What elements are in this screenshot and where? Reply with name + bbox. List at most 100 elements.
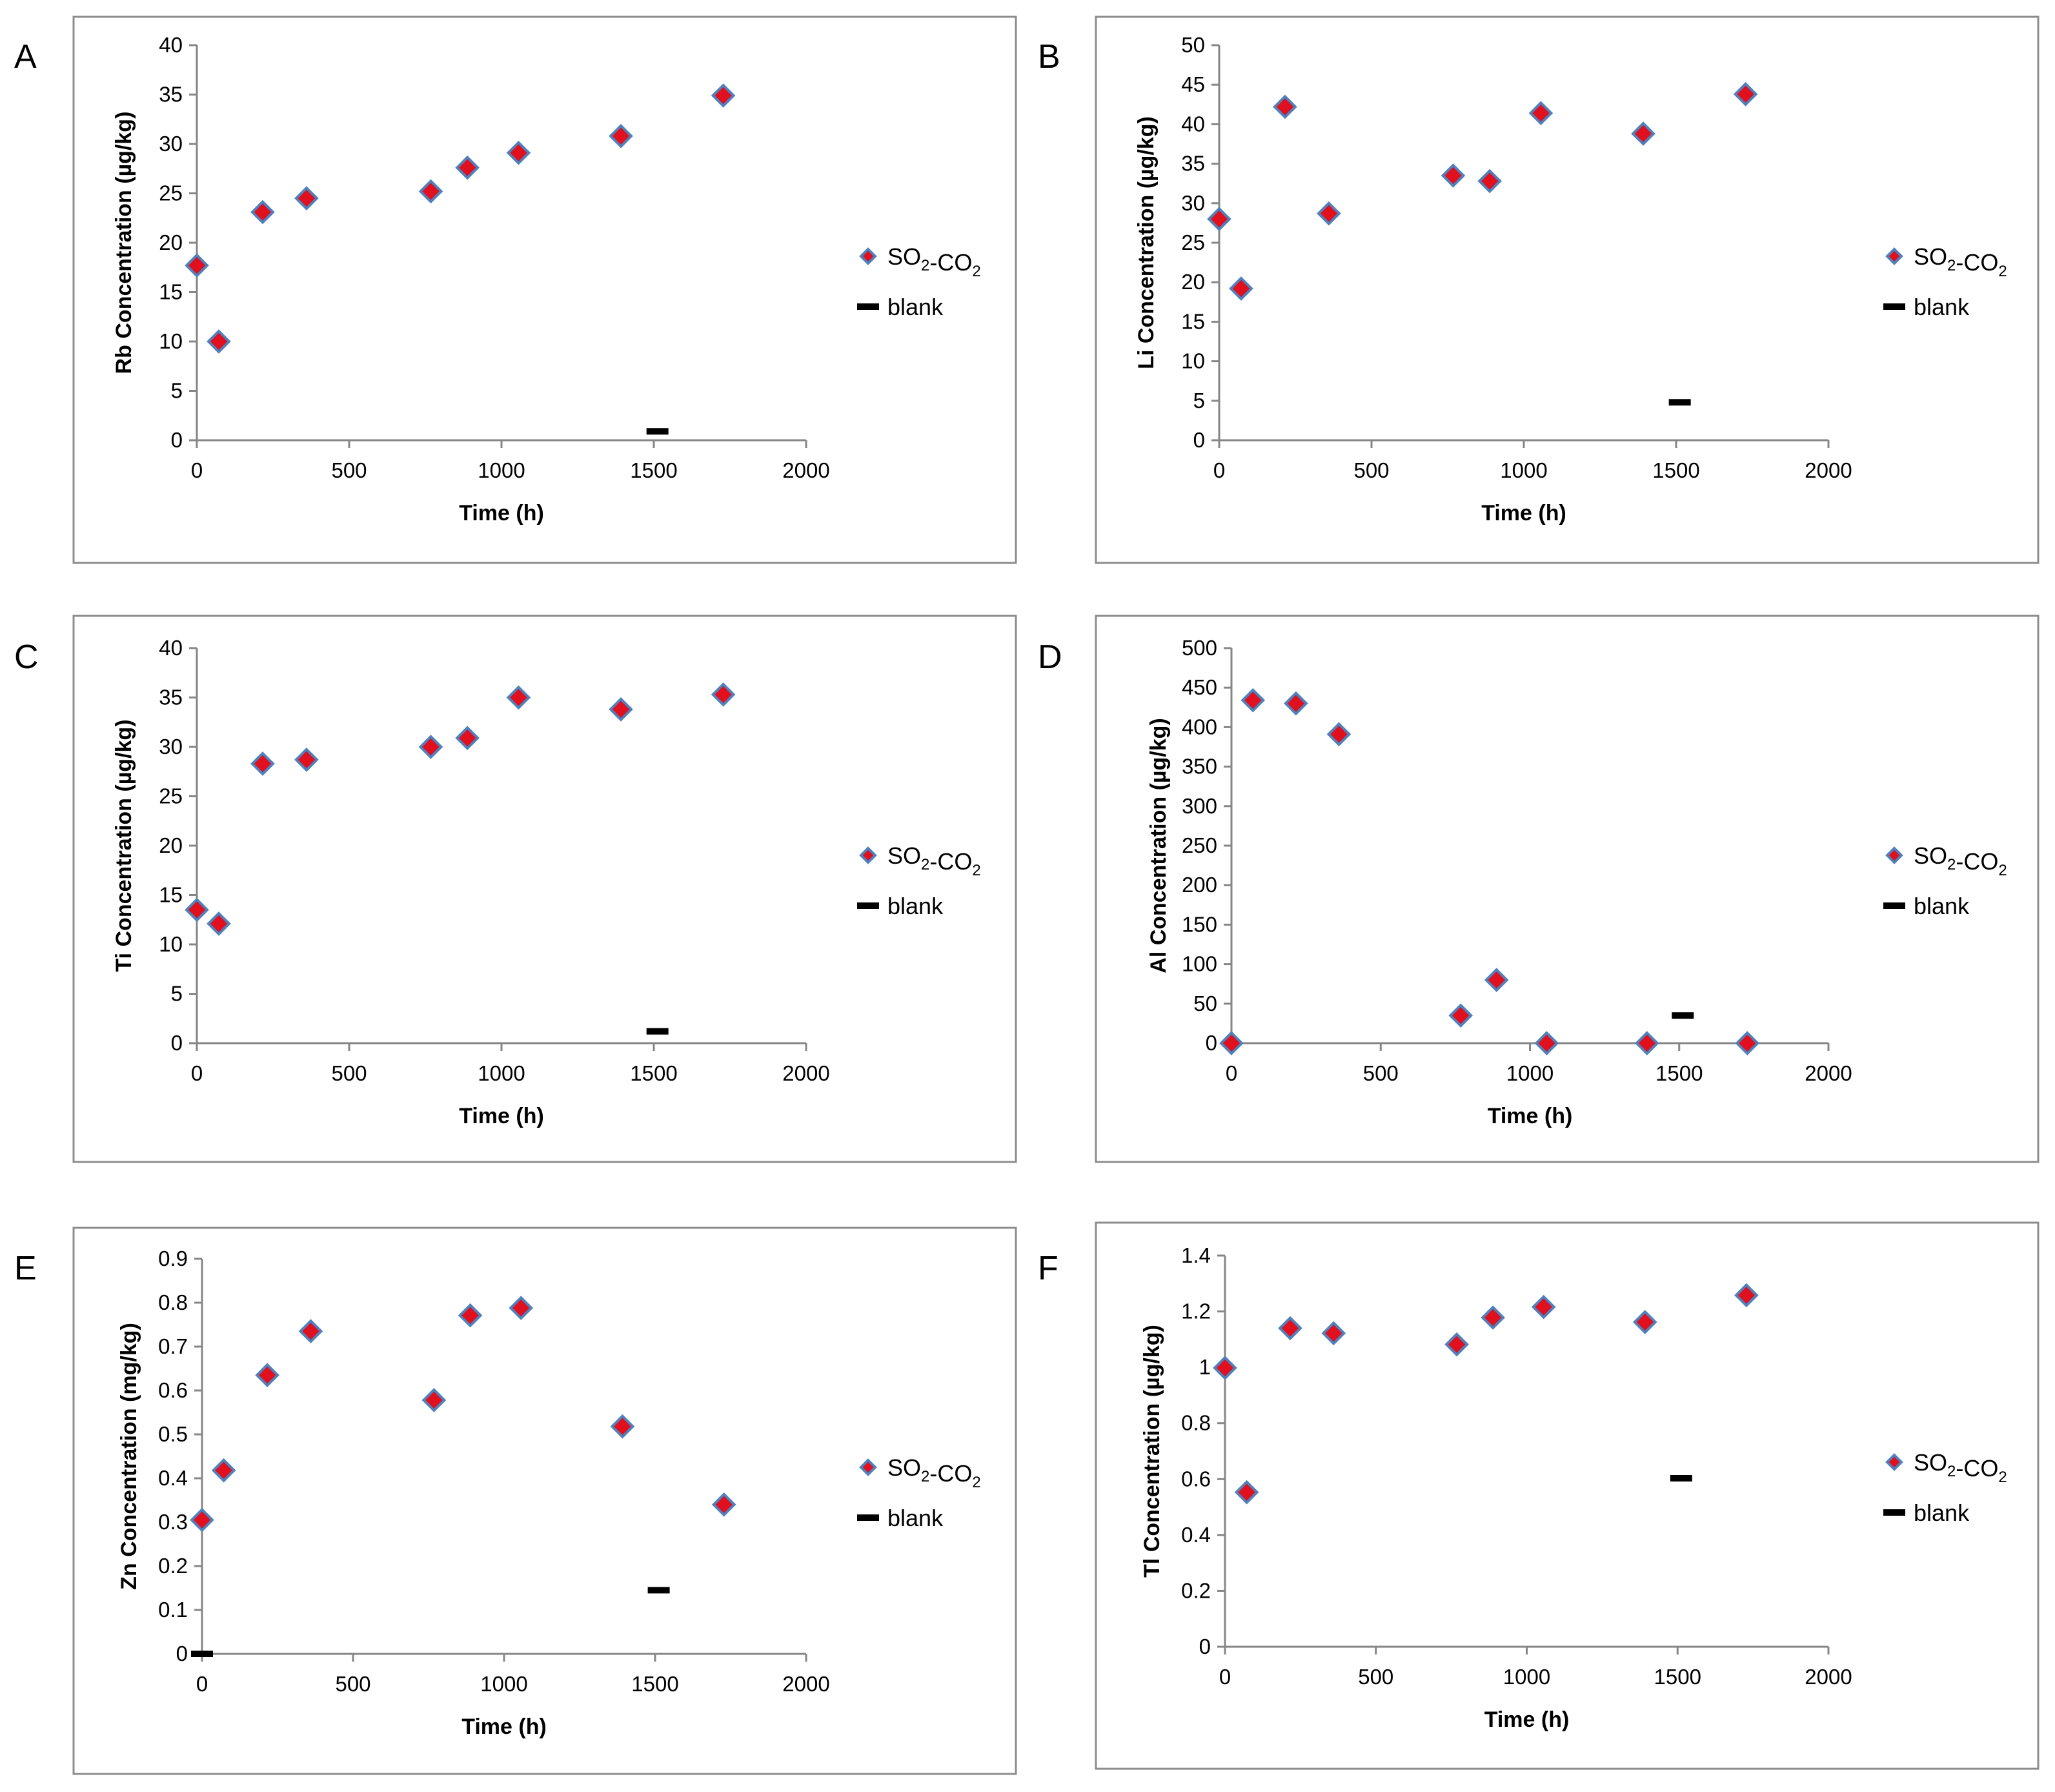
y-tick-label: 40 xyxy=(1181,112,1205,136)
y-tick-label: 0.4 xyxy=(1181,1523,1211,1547)
y-axis-title: Rb Concentration (µg/kg) xyxy=(112,112,136,374)
y-tick-label: 40 xyxy=(159,636,183,660)
panel-label: D xyxy=(1038,638,1062,676)
x-tick-label: 2000 xyxy=(782,458,829,482)
legend: SO2-CO2 blank xyxy=(1883,243,2007,320)
data-point xyxy=(190,1507,214,1532)
y-tick-label: 0.7 xyxy=(158,1334,188,1358)
y-tick-label: 15 xyxy=(159,883,183,907)
legend-label-so2-co2: SO2-CO2 xyxy=(1914,1449,2007,1486)
legend-marker-so2-co2 xyxy=(859,846,877,864)
y-tick-label: 35 xyxy=(159,83,183,107)
data-point xyxy=(1321,1321,1346,1346)
x-tick-label: 1000 xyxy=(480,1672,527,1696)
series-so2-co2 xyxy=(190,1296,736,1532)
y-tick-label: 450 xyxy=(1182,675,1217,699)
data-point xyxy=(1278,1316,1302,1341)
x-tick-label: 2000 xyxy=(782,1061,829,1085)
x-tick-label: 500 xyxy=(331,1061,367,1085)
series-so2-co2 xyxy=(1219,687,1760,1055)
series-blank xyxy=(646,1028,669,1035)
panel-label: F xyxy=(1038,1250,1058,1287)
data-point xyxy=(1734,1283,1759,1308)
y-tick-label: 5 xyxy=(171,379,183,403)
legend-label-so2-co2: SO2-CO2 xyxy=(887,1454,981,1491)
series-so2-co2 xyxy=(1213,1283,1759,1505)
data-point xyxy=(1528,101,1554,126)
panel-label: A xyxy=(14,38,37,76)
series-so2-co2 xyxy=(185,83,736,354)
y-tick-label: 500 xyxy=(1182,636,1217,660)
x-tick-label: 0 xyxy=(1219,1665,1231,1689)
data-point xyxy=(1634,1031,1659,1055)
y-tick-label: 0.8 xyxy=(1181,1411,1211,1435)
x-axis-title: Time (h) xyxy=(1484,1707,1570,1732)
y-tick-label: 0 xyxy=(176,1642,188,1665)
data-point xyxy=(711,1492,736,1517)
y-tick-label: 1.4 xyxy=(1181,1243,1211,1267)
y-tick-label: 250 xyxy=(1182,833,1217,857)
y-tick-label: 0 xyxy=(1193,428,1205,452)
legend-marker-so2-co2 xyxy=(1885,846,1903,864)
legend-label-blank: blank xyxy=(887,1505,944,1531)
chart-panel-d: D 0 50 100 150 200 250 300 350 400 450 500 0 500 1000 1… xyxy=(1038,615,2040,1163)
blank-point xyxy=(1670,1474,1692,1481)
chart-panel-c: C 0 5 10 15 20 25 30 35 40 0 500 1000 1500 2000 Time (h… xyxy=(14,615,1017,1163)
legend-label-so2-co2: SO2-CO2 xyxy=(1914,243,2007,280)
data-point xyxy=(1213,1356,1237,1380)
data-point xyxy=(185,253,209,278)
x-tick-label: 500 xyxy=(335,1672,370,1696)
data-point xyxy=(455,726,480,751)
data-point xyxy=(1631,121,1655,146)
y-tick-label: 25 xyxy=(159,784,183,808)
x-tick-label: 1000 xyxy=(478,458,525,482)
y-tick-label: 30 xyxy=(159,132,183,156)
legend-marker-blank xyxy=(1883,1509,1905,1516)
y-tick-label: 25 xyxy=(159,181,183,205)
y-tick-label: 15 xyxy=(159,280,183,304)
data-point xyxy=(1448,1003,1473,1028)
x-tick-label: 2000 xyxy=(782,1672,829,1696)
series-blank xyxy=(1670,1474,1692,1481)
data-point xyxy=(1284,691,1308,716)
legend: SO2-CO2 blank xyxy=(857,1454,981,1531)
data-point xyxy=(1273,94,1297,119)
panel-label: C xyxy=(14,638,39,676)
y-tick-label: 30 xyxy=(159,735,183,759)
data-point xyxy=(185,897,209,922)
y-tick-label: 25 xyxy=(1181,230,1205,254)
data-point xyxy=(458,1303,483,1328)
chart-panel-e: E 0 0.1 0.2 0.3 0.4 0.5 0.6 0.7 0.8 0.9 0 500 1000 150… xyxy=(14,1227,1017,1775)
legend-label-blank: blank xyxy=(1914,1500,1970,1526)
y-tick-label: 0.4 xyxy=(158,1466,188,1490)
x-tick-label: 2000 xyxy=(1805,1061,1852,1085)
legend-label-so2-co2: SO2-CO2 xyxy=(887,243,981,280)
data-point xyxy=(1326,722,1351,747)
y-tick-label: 50 xyxy=(1193,992,1217,1015)
data-point xyxy=(1234,1480,1259,1505)
x-tick-label: 1000 xyxy=(1506,1061,1554,1085)
data-point xyxy=(294,748,319,772)
data-point xyxy=(609,697,633,722)
chart-panel-f: F 0 0.2 0.4 0.6 0.8 1 1.2 1.4 0 500 1000 1500 2000 Tim… xyxy=(1038,1221,2040,1770)
y-tick-label: 0 xyxy=(1206,1031,1217,1055)
legend-marker-so2-co2 xyxy=(859,247,877,265)
legend-marker-blank xyxy=(857,1514,879,1521)
x-tick-label: 0 xyxy=(191,1061,203,1085)
data-point xyxy=(455,155,480,180)
y-axis-title: Li Concentration (µg/kg) xyxy=(1134,116,1159,369)
data-point xyxy=(250,751,275,776)
x-tick-label: 1000 xyxy=(478,1061,525,1085)
y-tick-label: 100 xyxy=(1182,952,1217,976)
y-tick-label: 40 xyxy=(159,33,183,57)
legend: SO2-CO2 blank xyxy=(1883,1449,2007,1526)
x-tick-label: 0 xyxy=(196,1672,208,1696)
x-axis-title: Time (h) xyxy=(459,1104,544,1128)
series-so2-co2 xyxy=(185,682,736,936)
y-axis-title: Zn Concentration (mg/kg) xyxy=(117,1323,141,1590)
x-tick-label: 0 xyxy=(191,458,203,482)
y-tick-label: 0 xyxy=(1199,1634,1211,1658)
x-tick-label: 500 xyxy=(331,458,367,482)
data-point xyxy=(1481,1305,1505,1330)
x-tick-label: 1500 xyxy=(1655,1061,1703,1085)
